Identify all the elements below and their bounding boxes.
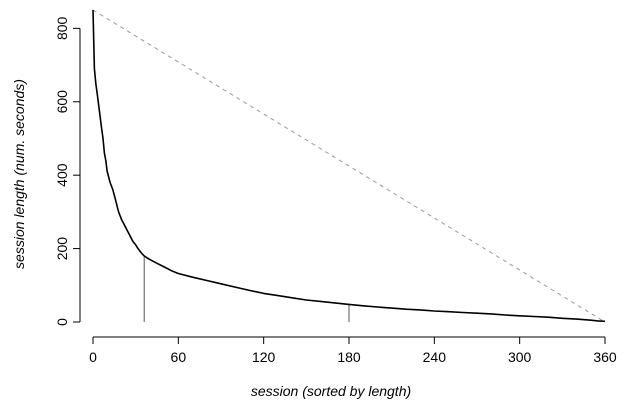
y-tick-label: 600 bbox=[54, 90, 70, 114]
y-tick-label: 800 bbox=[54, 16, 70, 40]
plot-area bbox=[92, 9, 606, 323]
y-axis: 0 200 400 600 800 bbox=[54, 16, 81, 326]
x-tick-label: 360 bbox=[593, 349, 617, 365]
session-length-curve bbox=[92, 9, 606, 323]
y-axis-label: session length (num. seconds) bbox=[11, 79, 27, 269]
x-axis: 0 60 120 180 240 300 360 bbox=[89, 336, 617, 365]
x-tick-label: 0 bbox=[89, 349, 97, 365]
x-tick-label: 120 bbox=[252, 349, 276, 365]
y-tick-label: 400 bbox=[54, 163, 70, 187]
x-tick-label: 300 bbox=[508, 349, 532, 365]
x-axis-label: session (sorted by length) bbox=[251, 383, 411, 399]
y-tick-label: 200 bbox=[54, 237, 70, 261]
reference-line bbox=[92, 9, 606, 323]
y-tick-label: 0 bbox=[54, 318, 70, 326]
x-tick-label: 60 bbox=[171, 349, 187, 365]
x-tick-label: 240 bbox=[423, 349, 447, 365]
x-tick-label: 180 bbox=[337, 349, 361, 365]
